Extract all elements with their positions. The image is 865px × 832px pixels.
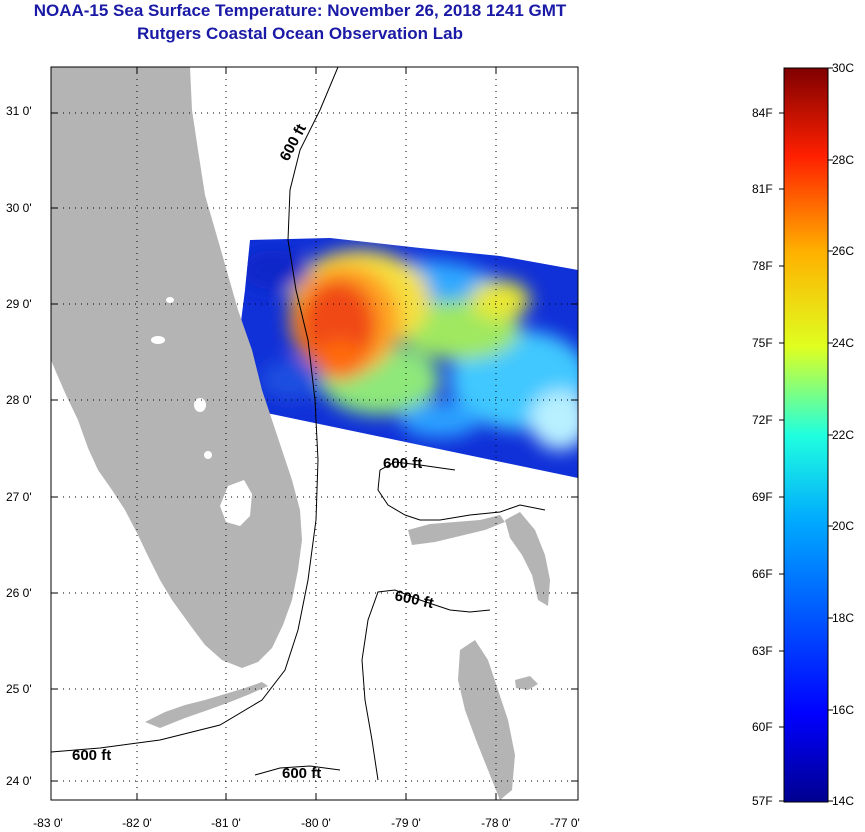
lon-label: -78 0'	[481, 816, 511, 830]
map-subtitle: Rutgers Coastal Ocean Observation Lab	[137, 24, 463, 43]
colorbar-label-c: 16C	[832, 703, 855, 717]
colorbar-label-f: 81F	[752, 182, 773, 196]
lat-label: 27 0'	[6, 490, 32, 504]
lon-label: -83 0'	[33, 816, 63, 830]
lake	[204, 451, 212, 459]
colorbar-label-c: 26C	[832, 244, 855, 258]
lat-label: 24 0'	[6, 774, 32, 788]
isobath-label: 600 ft	[383, 455, 422, 472]
abaco	[505, 512, 550, 606]
lat-label: 26 0'	[6, 586, 32, 600]
lon-label: -80 0'	[301, 816, 331, 830]
map-title: NOAA-15 Sea Surface Temperature: Novembe…	[33, 1, 567, 20]
isobath-600ft-south	[254, 765, 341, 776]
isobath-label-south: 600 ft	[282, 765, 321, 782]
lon-label: -82 0'	[122, 816, 152, 830]
lat-label: 31 0'	[6, 104, 32, 118]
grand-bahama	[408, 515, 505, 545]
lat-label: 29 0'	[6, 297, 32, 311]
graticule	[51, 67, 578, 800]
colorbar	[783, 67, 829, 803]
lat-label: 30 0'	[6, 201, 32, 215]
lat-label: 25 0'	[6, 682, 32, 696]
lat-label: 28 0'	[6, 393, 32, 407]
colorbar-label-f: 84F	[752, 106, 773, 120]
isobath-600ft-straits	[361, 589, 491, 781]
lake	[194, 398, 206, 412]
axis-ticks	[51, 67, 578, 800]
lake	[151, 336, 165, 344]
colorbar-label-c: 24C	[832, 336, 855, 350]
lake-okeechobee	[220, 480, 252, 526]
andros	[458, 640, 515, 800]
colorbar-label-f: 72F	[752, 413, 773, 427]
colorbar-label-f: 63F	[752, 644, 773, 658]
map-border	[50, 66, 579, 801]
colorbar-label-f: 57F	[752, 794, 773, 808]
colorbar-ticks	[779, 67, 833, 802]
florida-keys	[145, 682, 268, 728]
lon-label: -79 0'	[391, 816, 421, 830]
colorbar-label-c: 14C	[832, 794, 855, 808]
colorbar-label-f: 66F	[752, 567, 773, 581]
isobath-600ft-bahama	[377, 461, 546, 521]
colorbar-label-f: 75F	[752, 336, 773, 350]
colorbar-label-c: 30C	[832, 61, 855, 75]
colorbar-label-f: 60F	[752, 720, 773, 734]
colorbar-label-c: 28C	[832, 153, 855, 167]
isobath-600ft-florida	[51, 67, 339, 753]
lake	[166, 297, 174, 303]
colorbar-label-f: 78F	[752, 259, 773, 273]
sst-swath	[51, 238, 578, 478]
colorbar-label-f: 69F	[752, 490, 773, 504]
colorbar-label-c: 18C	[832, 611, 855, 625]
lon-label: -81 0'	[211, 816, 241, 830]
lon-label: -77 0'	[550, 816, 580, 830]
colorbar-label-c: 20C	[832, 519, 855, 533]
new-providence	[515, 676, 538, 690]
isobath-label: 600 ft	[72, 747, 111, 764]
colorbar-label-c: 22C	[832, 428, 855, 442]
